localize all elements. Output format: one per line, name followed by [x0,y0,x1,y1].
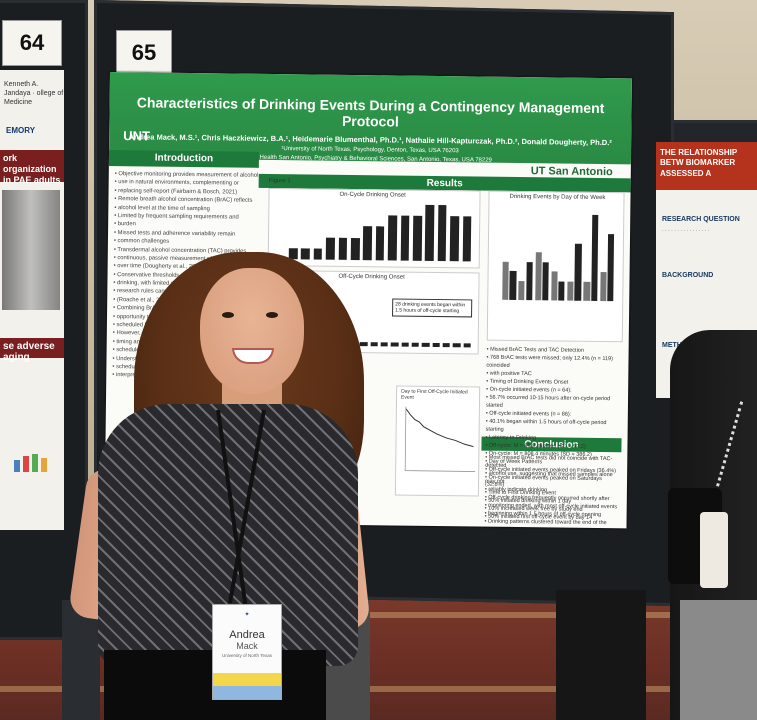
survival-axes [404,406,476,472]
chart-bar [375,226,385,261]
chart-bar [449,216,460,262]
right-poster-section-2: BACKGROUND [662,272,714,279]
chart-bar [350,237,360,261]
chart-bar [387,215,398,261]
figure-day-of-week-title: Drinking Events by Day of the Week [509,193,606,202]
figure-off-cycle-title: Off-Cycle Drinking Onset [338,273,405,281]
presenter-eye-left [222,312,234,318]
chart-bar [390,342,399,347]
chart-bar [400,215,410,261]
lanyard [210,409,270,610]
chart-bar [425,204,435,261]
chart-bar [437,205,447,262]
chart-bar [325,237,335,260]
chart-bar [370,341,378,347]
figure-day-of-week: Drinking Events by Day of the Week [486,190,625,343]
right-poster-section-1: RESEARCH QUESTION [662,216,740,223]
chart-bar [452,342,461,348]
emory-logo: EMORY [6,126,36,135]
conclusion-text: • Most missed BrAC tests did not coincid… [484,455,622,529]
day-of-week-bars [502,214,617,302]
handbag-flap [700,512,728,588]
figure-1-label: Figure 1 [268,177,291,185]
section-introduction: Introduction [108,149,260,168]
ut-san-antonio-logo: UT San Antonio [530,165,613,179]
left-poster-section: se adverse aging [0,338,64,363]
chart-bar [542,262,549,301]
poster-title: Characteristics of Drinking Events Durin… [136,94,605,130]
right-poster-title: THE RELATIONSHIP BETW BIOMARKER ASSESSED… [656,142,757,190]
chart-bar [534,252,542,301]
left-poster-title: ork organization in PAE adults [0,150,64,185]
unt-logo: UNT [123,128,151,144]
booth-number-65: 65 [116,30,172,76]
chart-bar [421,342,430,347]
left-poster-text: Kenneth A. Jandaya · ollege of Medicine [4,81,64,107]
other-person-legs [556,590,646,720]
on-cycle-bars [288,203,476,262]
chart-bar [583,281,591,301]
poster-text-line: • Drinking patterns clustered toward the… [484,518,607,528]
presenter-face [200,268,304,394]
chart-bar [599,272,607,302]
chart-bar [590,214,599,301]
badge-first-name: Andrea [229,629,265,641]
badge-ribbon [213,673,281,699]
chart-bar [412,215,422,261]
chart-bar [551,271,558,301]
poster-text-line: • alcohol use, suggesting that missed sa… [484,470,613,485]
chart-bar [411,342,419,347]
chart-bar [502,261,509,300]
badge-organization: University of North Texas [222,653,272,658]
chart-bar [574,243,582,301]
chart-bar [359,341,368,347]
booth-number-64: 64 [2,20,62,66]
survival-line [405,408,474,448]
chart-bar [313,248,323,260]
chart-bar [432,342,440,348]
chart-bar [567,281,574,301]
chart-bar [401,342,409,347]
poster-text-line: • 768 BrAC tests were missed; only 12.4%… [486,354,613,369]
chart-bar [442,342,450,348]
chart-bar [463,343,471,348]
poster-text-line: • 40.1% began within 1.5 hours of off-cy… [485,418,607,433]
figure-survival: Day to First Off-Cycle Initiated Event [394,385,481,497]
board-stand [62,600,100,720]
main-poster: Characteristics of Drinking Events Durin… [104,72,632,529]
figure-note: 28 drinking events began within 1.5 hour… [392,298,473,318]
chart-bar [301,248,310,260]
chart-bar [363,226,373,261]
bystander-pants [680,600,757,720]
name-badge: ✦ Andrea Mack University of North Texas [212,604,282,700]
chart-bar [558,281,565,301]
badge-last-name: Mack [236,641,258,651]
figure-on-cycle-title: On-Cycle Drinking Onset [339,191,406,199]
figure-survival-title: Day to First Off-Cycle Initiated Event [401,388,468,401]
poster-text-line: • Most missed BrAC tests did not coincid… [485,454,613,469]
chart-bar [338,237,348,260]
left-poster-figure [2,190,60,310]
presenter-eye-right [266,312,278,318]
chart-bar [518,280,525,301]
right-poster-text-1: · · · · · · · · · · · · · · · · [662,228,710,234]
poster-text-line: • 56.7% occurred 10-15 hours after on-cy… [485,394,611,409]
survival-curve [404,406,476,472]
chart-bar [525,261,533,301]
left-poster: Kenneth A. Jandaya · ollege of Medicine … [0,70,64,530]
left-poster-bars [14,452,54,472]
chart-bar [462,216,472,262]
figure-on-cycle: On-Cycle Drinking Onset [267,187,481,269]
badge-logo: ✦ [244,612,250,618]
chart-bar [509,271,517,300]
chart-bar [607,234,615,302]
chart-bar [380,342,388,347]
